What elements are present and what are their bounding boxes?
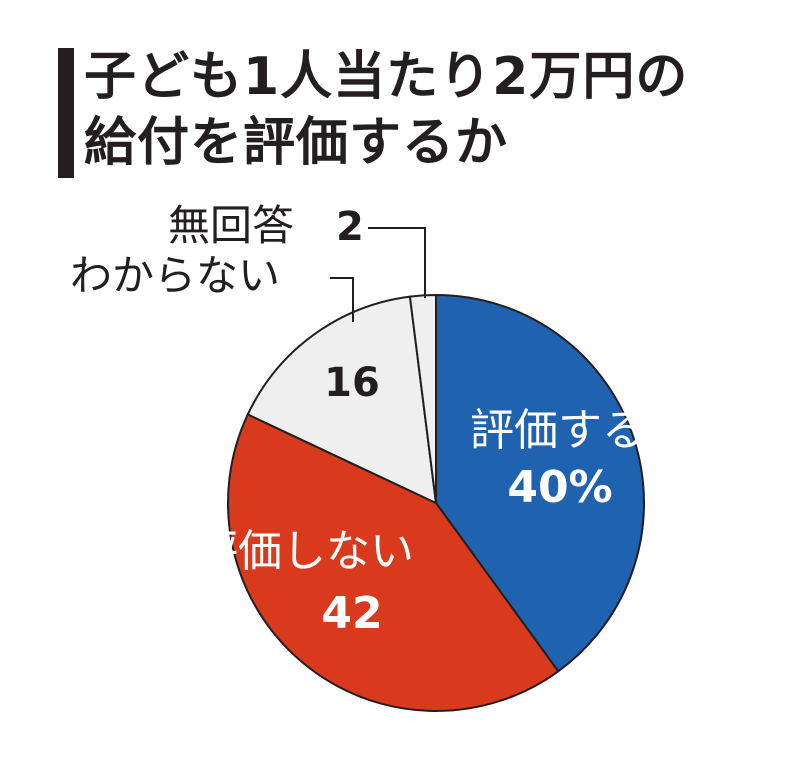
slice-dont-know (246, 295, 438, 505)
pie-slices (227, 293, 645, 712)
chart-title-line-2: 給付を評価するか (84, 113, 509, 173)
leader-line-no-answer (368, 227, 426, 298)
chart-title-line-1: 子ども1人当たり2万円の (84, 47, 689, 107)
slice-approve (435, 293, 645, 673)
leader-lines (330, 227, 426, 322)
slice-value-approve: 40% (507, 462, 612, 513)
leader-line-dont-know (330, 277, 354, 322)
slice-label-disapprove: 評価しない (194, 526, 414, 577)
title-accent-bar (58, 48, 74, 178)
slice-label-approve: 評価する (470, 405, 646, 456)
chart-title: 子ども1人当たり2万円の 給付を評価するか (84, 44, 688, 176)
slice-value-disapprove: 42 (321, 588, 382, 639)
slice-disapprove (227, 413, 560, 712)
slice-label-no-answer: 無回答 (168, 201, 294, 250)
slice-label-dont-know: わからない (70, 251, 280, 300)
slice-no-answer (408, 293, 437, 504)
slice-value-dont-know: 16 (324, 360, 380, 406)
slice-value-no-answer: 2 (336, 204, 364, 250)
